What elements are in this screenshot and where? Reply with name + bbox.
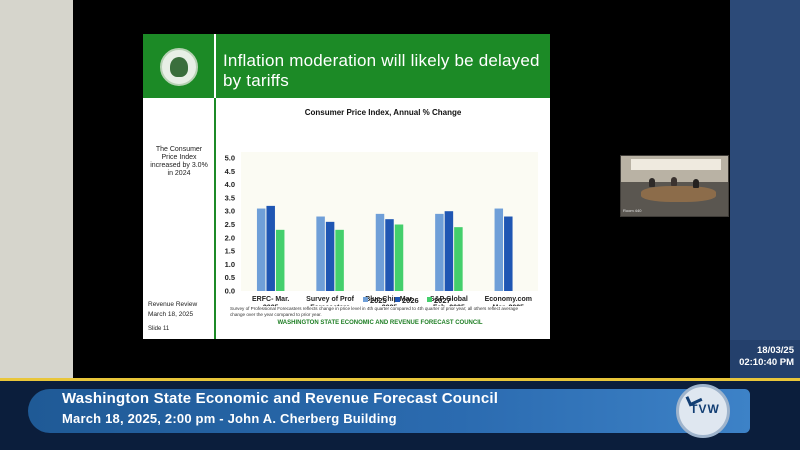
cpi-bar-chart: 0.0 0.5 1.0 1.5 2.0 2.5 3.0 3.5 4.0 4.5 5.0 ERFC- M… (225, 152, 538, 307)
y-tick-label: 1.5 (225, 247, 235, 256)
lower-third-subtitle: March 18, 2025, 2:00 pm - John A. Cherbe… (62, 411, 397, 426)
legend-label: 2027 (434, 296, 451, 305)
x-category-label: 2025 (263, 305, 279, 307)
y-tick-label: 3.5 (225, 193, 235, 202)
legend-label: 2026 (402, 296, 419, 305)
lower-third-bar (28, 389, 750, 433)
timestamp-time: 02:10:40 PM (739, 357, 794, 368)
bar-2026 (444, 211, 454, 291)
x-category-label: Feb. 2025 (433, 305, 465, 307)
y-tick-label: 2.5 (225, 220, 235, 229)
seal-portrait (170, 57, 188, 77)
chart-title: Consumer Price Index, Annual % Change (304, 108, 462, 117)
bar-2025 (316, 216, 325, 291)
washington-state-seal-icon (160, 48, 198, 86)
y-tick-label: 4.5 (225, 167, 235, 176)
bar-2027 (335, 229, 344, 291)
y-tick-label: 5.0 (225, 154, 235, 163)
bar-2027 (394, 224, 404, 291)
bar-2026 (325, 221, 335, 291)
legend-swatch-2027 (427, 297, 432, 302)
x-category-label: Survey of Prof (306, 296, 355, 303)
tvw-logo: TVW (676, 384, 730, 438)
legend-swatch-2026 (395, 297, 400, 302)
x-category-label: Mar. 2025 (493, 305, 525, 307)
bar-2027 (275, 229, 285, 291)
camera-room-table (641, 186, 716, 202)
lower-third-accent (0, 378, 800, 381)
camera-person (649, 178, 655, 187)
y-tick-label: 3.0 (225, 207, 235, 216)
slide-title: Inflation moderation will likely be dela… (223, 51, 540, 90)
bar-2025 (435, 213, 444, 291)
slide-sidebar (143, 98, 216, 339)
x-category-label: 2025 (382, 305, 398, 307)
bar-2026 (385, 219, 394, 291)
background-left (0, 0, 73, 378)
bar-2025 (494, 208, 504, 291)
lower-third-title: Washington State Economic and Revenue Fo… (62, 390, 499, 407)
x-category-label: Forecasters (310, 305, 350, 307)
x-category-label: Blue Chip Mar. (365, 296, 414, 303)
y-tick-label: 2.0 (225, 233, 235, 242)
bar-2026 (266, 205, 275, 291)
background-right-lower (730, 340, 800, 378)
slide-number: Slide 11 (148, 326, 170, 332)
legend-label: 2025 (370, 296, 387, 305)
tvw-logo-text: TVW (690, 402, 720, 416)
x-category-label: Economy.com (485, 296, 532, 303)
y-tick-label: 1.0 (225, 260, 235, 269)
y-tick-label: 0.0 (225, 287, 235, 296)
review-date: March 18, 2025 (148, 311, 194, 318)
y-tick-label: 0.5 (225, 273, 235, 282)
timestamp-date: 18/03/25 (757, 345, 794, 356)
review-title: Revenue Review (148, 301, 198, 308)
bar-2026 (504, 216, 513, 291)
camera-person (693, 179, 699, 188)
x-category-label: S&P Global (430, 296, 468, 303)
camera-room-window (631, 159, 721, 170)
seal-box (143, 34, 216, 98)
y-tick-label: 4.0 (225, 180, 235, 189)
bar-2027 (454, 227, 463, 291)
x-category-label: ERFC- Mar. (252, 296, 289, 303)
presentation-slide: Inflation moderation will likely be dela… (143, 34, 550, 339)
bar-2025 (375, 213, 385, 291)
camera-feed-thumbnail[interactable]: Room 440 (620, 155, 729, 217)
legend-swatch-2025 (363, 297, 368, 302)
chart-footnote: Survey of Professional Forecasters refle… (230, 306, 519, 317)
chart-source: WASHINGTON STATE ECONOMIC AND REVENUE FO… (277, 320, 483, 326)
cpi-side-note: The Consumer Price Index increased by 3.… (150, 146, 208, 177)
background-right (730, 0, 800, 340)
camera-person (671, 177, 677, 186)
bar-2025 (256, 208, 266, 291)
camera-label: Room 440 (623, 208, 642, 213)
